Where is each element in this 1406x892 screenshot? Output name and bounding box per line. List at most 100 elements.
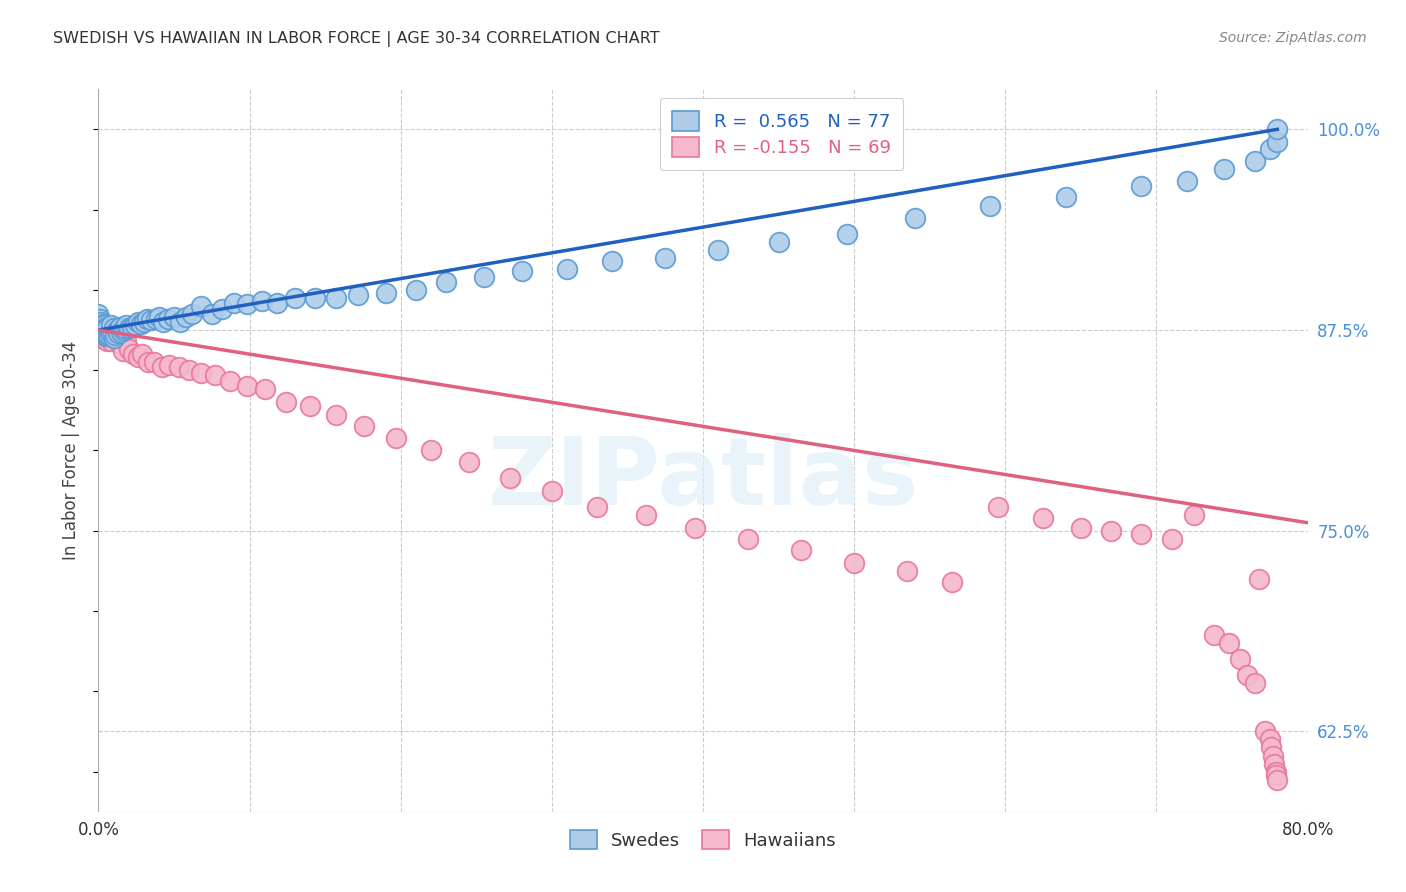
- Point: [1261, 748, 1284, 763]
- Point: [347, 287, 370, 301]
- Point: [89, 321, 111, 335]
- Point: [1243, 676, 1265, 690]
- Point: [1202, 628, 1225, 642]
- Point: [150, 359, 173, 374]
- Point: [434, 275, 457, 289]
- Point: [274, 395, 297, 409]
- Point: [634, 508, 657, 522]
- Point: [266, 295, 288, 310]
- Point: [132, 315, 155, 329]
- Point: [457, 455, 479, 469]
- Point: [89, 325, 111, 339]
- Point: [586, 500, 609, 514]
- Point: [211, 302, 233, 317]
- Point: [1054, 190, 1077, 204]
- Point: [96, 327, 118, 342]
- Point: [420, 443, 443, 458]
- Point: [98, 326, 121, 341]
- Point: [89, 311, 111, 326]
- Point: [235, 297, 257, 311]
- Point: [127, 351, 149, 365]
- Point: [87, 307, 110, 321]
- Point: [374, 286, 396, 301]
- Point: [768, 235, 790, 249]
- Point: [96, 334, 118, 349]
- Point: [118, 321, 141, 335]
- Point: [122, 347, 145, 361]
- Point: [654, 251, 676, 265]
- Point: [105, 333, 128, 347]
- Point: [405, 283, 427, 297]
- Point: [353, 419, 375, 434]
- Point: [108, 319, 131, 334]
- Point: [143, 355, 166, 369]
- Point: [325, 408, 347, 422]
- Point: [121, 319, 143, 334]
- Point: [204, 368, 226, 382]
- Point: [1032, 511, 1054, 525]
- Point: [152, 315, 174, 329]
- Point: [941, 575, 963, 590]
- Point: [1243, 154, 1265, 169]
- Point: [103, 331, 125, 345]
- Y-axis label: In Labor Force | Age 30-34: In Labor Force | Age 30-34: [62, 341, 80, 560]
- Point: [124, 318, 146, 333]
- Point: [108, 337, 131, 351]
- Point: [93, 327, 115, 342]
- Point: [979, 199, 1001, 213]
- Point: [174, 310, 197, 325]
- Legend: Swedes, Hawaiians: Swedes, Hawaiians: [562, 822, 844, 857]
- Point: [100, 326, 122, 341]
- Point: [87, 323, 110, 337]
- Point: [685, 520, 707, 534]
- Point: [148, 310, 170, 325]
- Point: [1218, 636, 1240, 650]
- Point: [219, 375, 242, 389]
- Point: [1213, 162, 1236, 177]
- Point: [253, 383, 276, 397]
- Point: [1229, 652, 1251, 666]
- Point: [1264, 764, 1286, 779]
- Point: [167, 359, 190, 374]
- Point: [1130, 178, 1153, 193]
- Point: [141, 313, 163, 327]
- Point: [1267, 135, 1289, 149]
- Point: [179, 363, 201, 377]
- Point: [107, 326, 129, 341]
- Point: [129, 317, 152, 331]
- Point: [90, 315, 112, 329]
- Point: [224, 295, 246, 310]
- Point: [1267, 772, 1289, 787]
- Point: [103, 329, 125, 343]
- Point: [1267, 122, 1289, 136]
- Point: [114, 318, 136, 333]
- Point: [127, 315, 149, 329]
- Point: [385, 431, 408, 445]
- Point: [1160, 532, 1182, 546]
- Point: [1130, 527, 1153, 541]
- Point: [190, 299, 212, 313]
- Point: [510, 263, 533, 277]
- Point: [91, 317, 114, 331]
- Point: [540, 483, 562, 498]
- Point: [111, 323, 134, 337]
- Point: [101, 327, 124, 342]
- Point: [498, 471, 520, 485]
- Point: [190, 367, 212, 381]
- Text: Source: ZipAtlas.com: Source: ZipAtlas.com: [1219, 31, 1367, 45]
- Point: [1175, 174, 1198, 188]
- Point: [1260, 740, 1282, 755]
- Point: [201, 307, 224, 321]
- Point: [1263, 756, 1285, 771]
- Point: [1099, 524, 1122, 538]
- Point: [987, 500, 1010, 514]
- Point: [896, 564, 918, 578]
- Point: [96, 321, 118, 335]
- Point: [602, 254, 624, 268]
- Point: [904, 211, 927, 225]
- Point: [299, 399, 322, 413]
- Point: [100, 334, 122, 349]
- Point: [835, 227, 858, 241]
- Point: [1070, 520, 1092, 534]
- Point: [1254, 724, 1277, 739]
